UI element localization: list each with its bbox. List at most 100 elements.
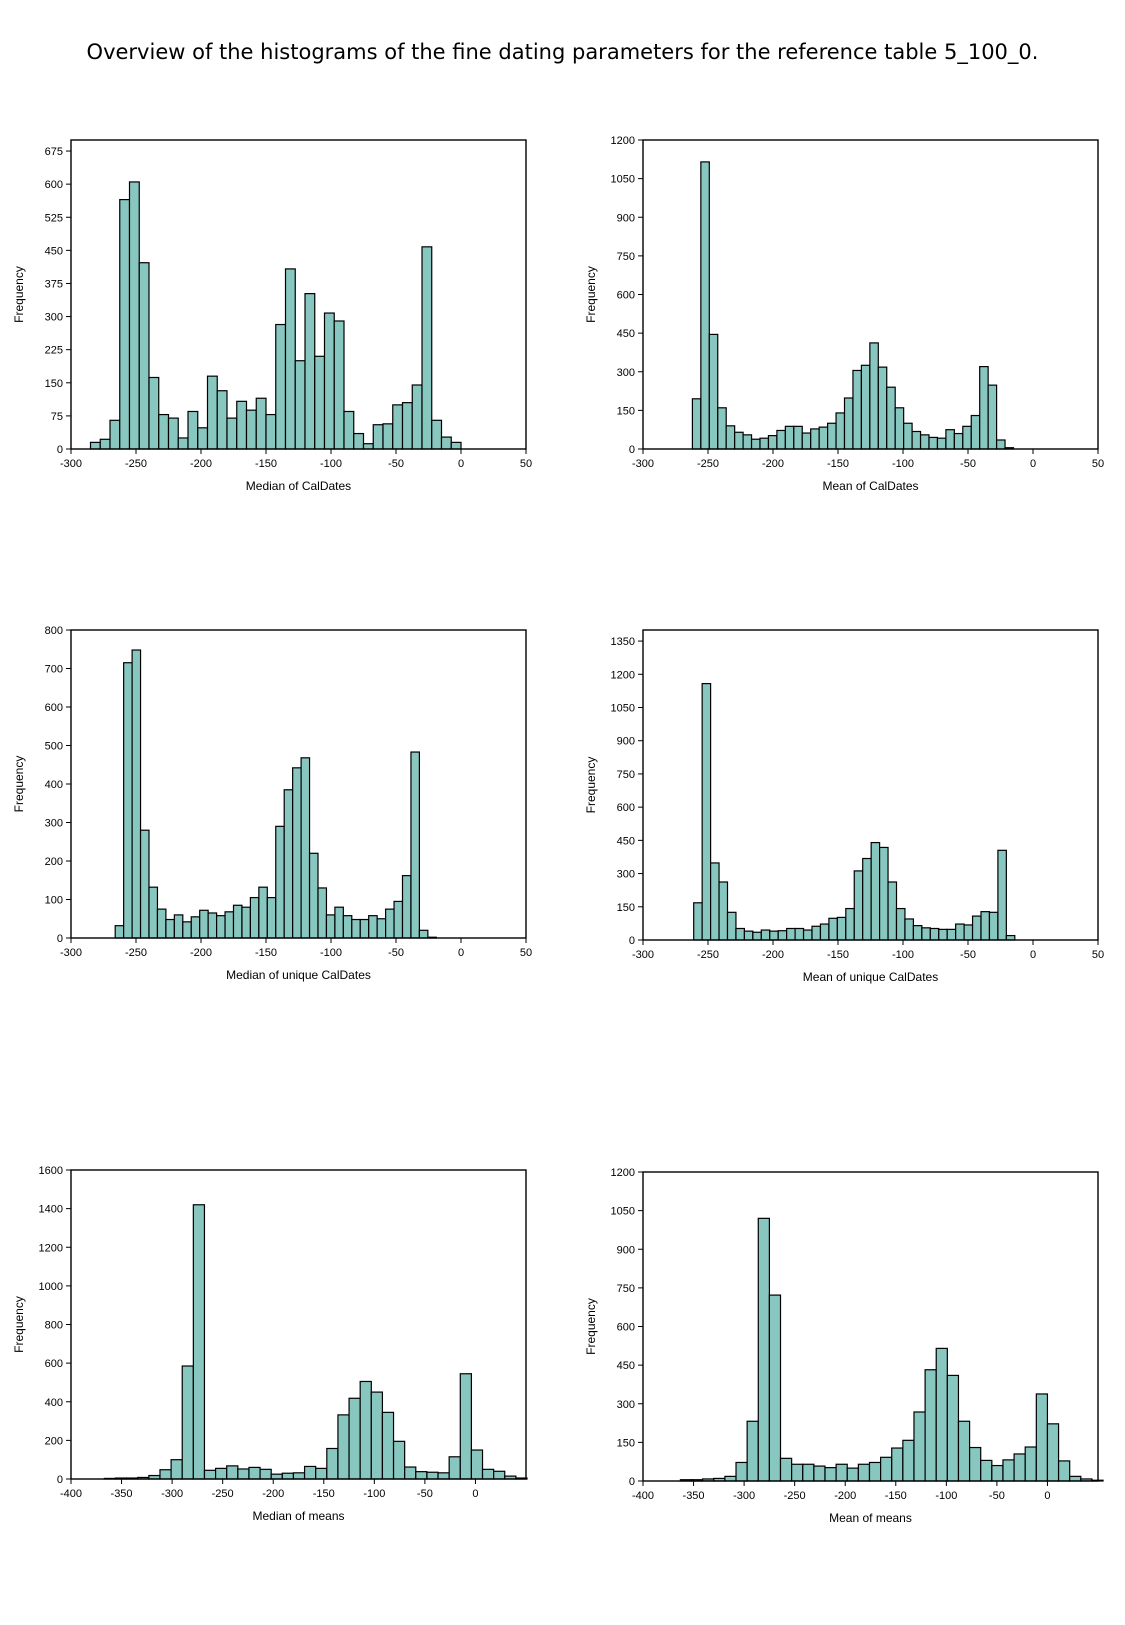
y-tick-label: 600: [45, 179, 63, 191]
histogram-bar: [869, 342, 879, 450]
histogram-bar: [270, 1473, 283, 1480]
histogram-bar: [895, 907, 906, 941]
histogram-bar: [259, 1468, 272, 1480]
histogram-bar: [325, 914, 336, 939]
y-tick-label: 1200: [611, 135, 635, 147]
y-tick-label: 300: [617, 367, 635, 379]
histogram-bar: [878, 846, 889, 941]
histogram-bar: [381, 1411, 395, 1480]
histogram-bar: [929, 927, 940, 941]
histogram-bar: [786, 927, 796, 941]
histogram-bar: [170, 1459, 183, 1480]
histogram-bar: [955, 923, 965, 941]
histogram-bar: [304, 293, 316, 450]
histogram-panel-6: -400 -350 -300 -250 -200 -150 -100 -50 0 0 150 300 4…: [584, 1167, 1104, 1525]
histogram-bar: [470, 1449, 484, 1480]
histogram-bar: [870, 841, 881, 941]
y-tick-label: 375: [45, 278, 63, 290]
histogram-bar: [351, 918, 361, 939]
histogram-bar: [165, 918, 175, 939]
x-tick-label: -100: [892, 458, 914, 470]
histogram-bar: [691, 398, 702, 450]
y-axis-label: Frequency: [584, 1298, 598, 1355]
histogram-bar: [294, 360, 306, 450]
histogram-bar: [852, 369, 863, 450]
histogram-bar: [791, 1463, 804, 1482]
histogram-bar: [746, 1420, 759, 1482]
histogram-bar: [980, 911, 991, 941]
y-tick-label: 300: [617, 1399, 635, 1411]
histogram-bar: [735, 1461, 748, 1482]
histogram-bar: [1035, 1393, 1049, 1482]
histogram-panel-5: -400 -350 -300 -250 -200 -150 -100 -50 0 0 200 400 6…: [12, 1165, 528, 1523]
histogram-bar: [368, 915, 378, 939]
histogram-bar: [337, 1414, 350, 1480]
y-tick-label: 1000: [39, 1281, 63, 1293]
plot-frame: [642, 1171, 1099, 1482]
plot-frame: [70, 139, 527, 450]
histogram-bar: [192, 1204, 206, 1480]
histogram-bar: [935, 1347, 948, 1482]
x-tick-label: -300: [733, 1490, 755, 1502]
histogram-bar: [802, 1463, 815, 1482]
histogram-bar: [314, 355, 326, 450]
y-tick-label: 1200: [39, 1242, 63, 1254]
y-tick-label: 1050: [611, 703, 635, 715]
plot-frame: [642, 629, 1099, 941]
histogram-bar: [824, 1467, 837, 1482]
histogram-bar: [968, 1446, 982, 1482]
histogram-bar: [836, 916, 847, 941]
x-tick-label: -200: [190, 458, 212, 470]
histogram-bar: [1013, 1453, 1026, 1482]
histogram-bar: [431, 419, 443, 450]
histogram-bar: [708, 333, 719, 450]
histogram-bar: [979, 366, 989, 450]
y-tick-label: 0: [629, 935, 635, 947]
y-tick-label: 300: [45, 312, 63, 324]
histogram-bar: [957, 1420, 971, 1482]
histogram-bar: [701, 682, 712, 941]
histogram-bar: [411, 384, 423, 450]
histogram-bar: [334, 906, 344, 939]
histogram-bar: [945, 429, 955, 450]
histogram-bar: [362, 443, 374, 450]
x-axis-label: Median of means: [252, 1509, 344, 1523]
histogram-bar: [894, 407, 905, 450]
histogram-bar: [224, 911, 235, 939]
y-tick-label: 500: [45, 741, 63, 753]
y-axis-label: Frequency: [584, 757, 598, 814]
x-tick-label: -50: [989, 1490, 1005, 1502]
x-tick-label: -350: [683, 1490, 705, 1502]
y-tick-label: 0: [629, 1476, 635, 1488]
histogram-bar: [123, 662, 133, 939]
histogram-bar: [868, 1461, 882, 1482]
x-tick-label: -150: [827, 458, 849, 470]
y-tick-label: 1050: [611, 1206, 635, 1218]
x-tick-label: -50: [960, 949, 976, 961]
histogram-bar: [159, 1469, 172, 1480]
y-tick-label: 400: [45, 1397, 63, 1409]
y-tick-label: 300: [45, 818, 63, 830]
histogram-bar: [987, 384, 998, 450]
histogram-bar: [232, 904, 243, 939]
histogram-bar: [1057, 1460, 1071, 1482]
y-tick-label: 450: [617, 1360, 635, 1372]
y-tick-label: 1200: [611, 1167, 635, 1179]
histogram-bar: [750, 438, 761, 450]
histogram-bar: [206, 375, 218, 450]
x-tick-label: 50: [520, 458, 532, 470]
x-tick-label: -100: [363, 1488, 385, 1500]
histogram-bar: [493, 1470, 506, 1480]
histogram-bar: [903, 422, 913, 450]
histogram-panel-4: -300 -250 -200 -150 -100 -50 0 50 0 150 300 450 600 7…: [584, 629, 1104, 984]
histogram-bar: [131, 649, 142, 939]
plot-frame: [70, 1169, 527, 1480]
histogram-bar: [109, 419, 121, 450]
histogram-bar: [742, 434, 753, 450]
histogram-bar: [779, 1457, 793, 1482]
histogram-bar: [214, 1467, 228, 1480]
x-tick-label: -250: [697, 458, 719, 470]
histogram-bar: [89, 441, 101, 450]
histogram-bar: [119, 198, 131, 450]
y-tick-label: 150: [45, 378, 63, 390]
